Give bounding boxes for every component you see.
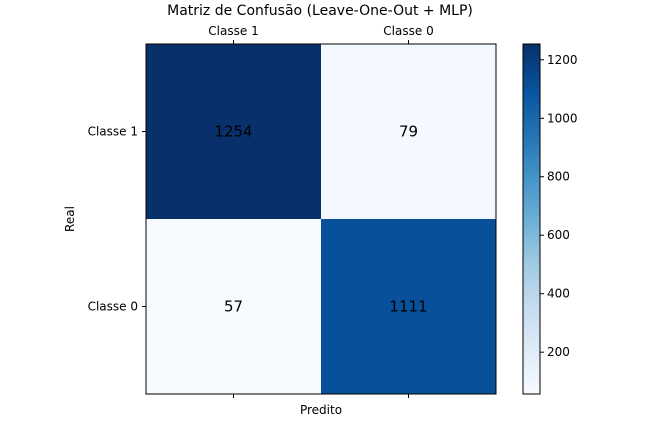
- heatmap-cell: [146, 219, 321, 394]
- heatmap-cell: [321, 44, 496, 219]
- x-tick-label: Classe 1: [208, 24, 258, 38]
- plot-frame: [145, 43, 497, 395]
- colorbar-tick-label: 200: [547, 345, 570, 359]
- heatmap-cell: [321, 219, 496, 394]
- chart-title: Matriz de Confusão (Leave-One-Out + MLP): [167, 3, 473, 19]
- colorbar-tick-label: 600: [547, 228, 570, 242]
- cell-value-label: 57: [224, 298, 243, 316]
- y-tick-label: Classe 0: [88, 300, 138, 314]
- axis-ticks: Classe 1 Classe 0 Classe 1 Classe 0: [88, 24, 434, 398]
- y-tick-label: Classe 1: [88, 125, 138, 139]
- x-axis-label: Predito: [300, 403, 342, 417]
- colorbar-tick-label: 1000: [547, 111, 578, 125]
- cell-value-label: 1111: [389, 298, 427, 316]
- cell-value-label: 79: [399, 123, 418, 141]
- colorbar-tick-label: 800: [547, 170, 570, 184]
- colorbar: [522, 43, 541, 395]
- colorbar-ticks: 200 400 600 800 1000 1200: [540, 53, 578, 359]
- colorbar-tick-label: 1200: [547, 53, 578, 67]
- heatmap-cell: [146, 44, 321, 219]
- x-tick-label: Classe 0: [383, 24, 433, 38]
- cell-value-label: 1254: [214, 123, 252, 141]
- colorbar-tick-label: 400: [547, 287, 570, 301]
- heatmap-cells: [146, 44, 496, 394]
- y-axis-label: Real: [63, 206, 77, 232]
- cell-value-labels: 1254 79 57 1111: [214, 123, 427, 316]
